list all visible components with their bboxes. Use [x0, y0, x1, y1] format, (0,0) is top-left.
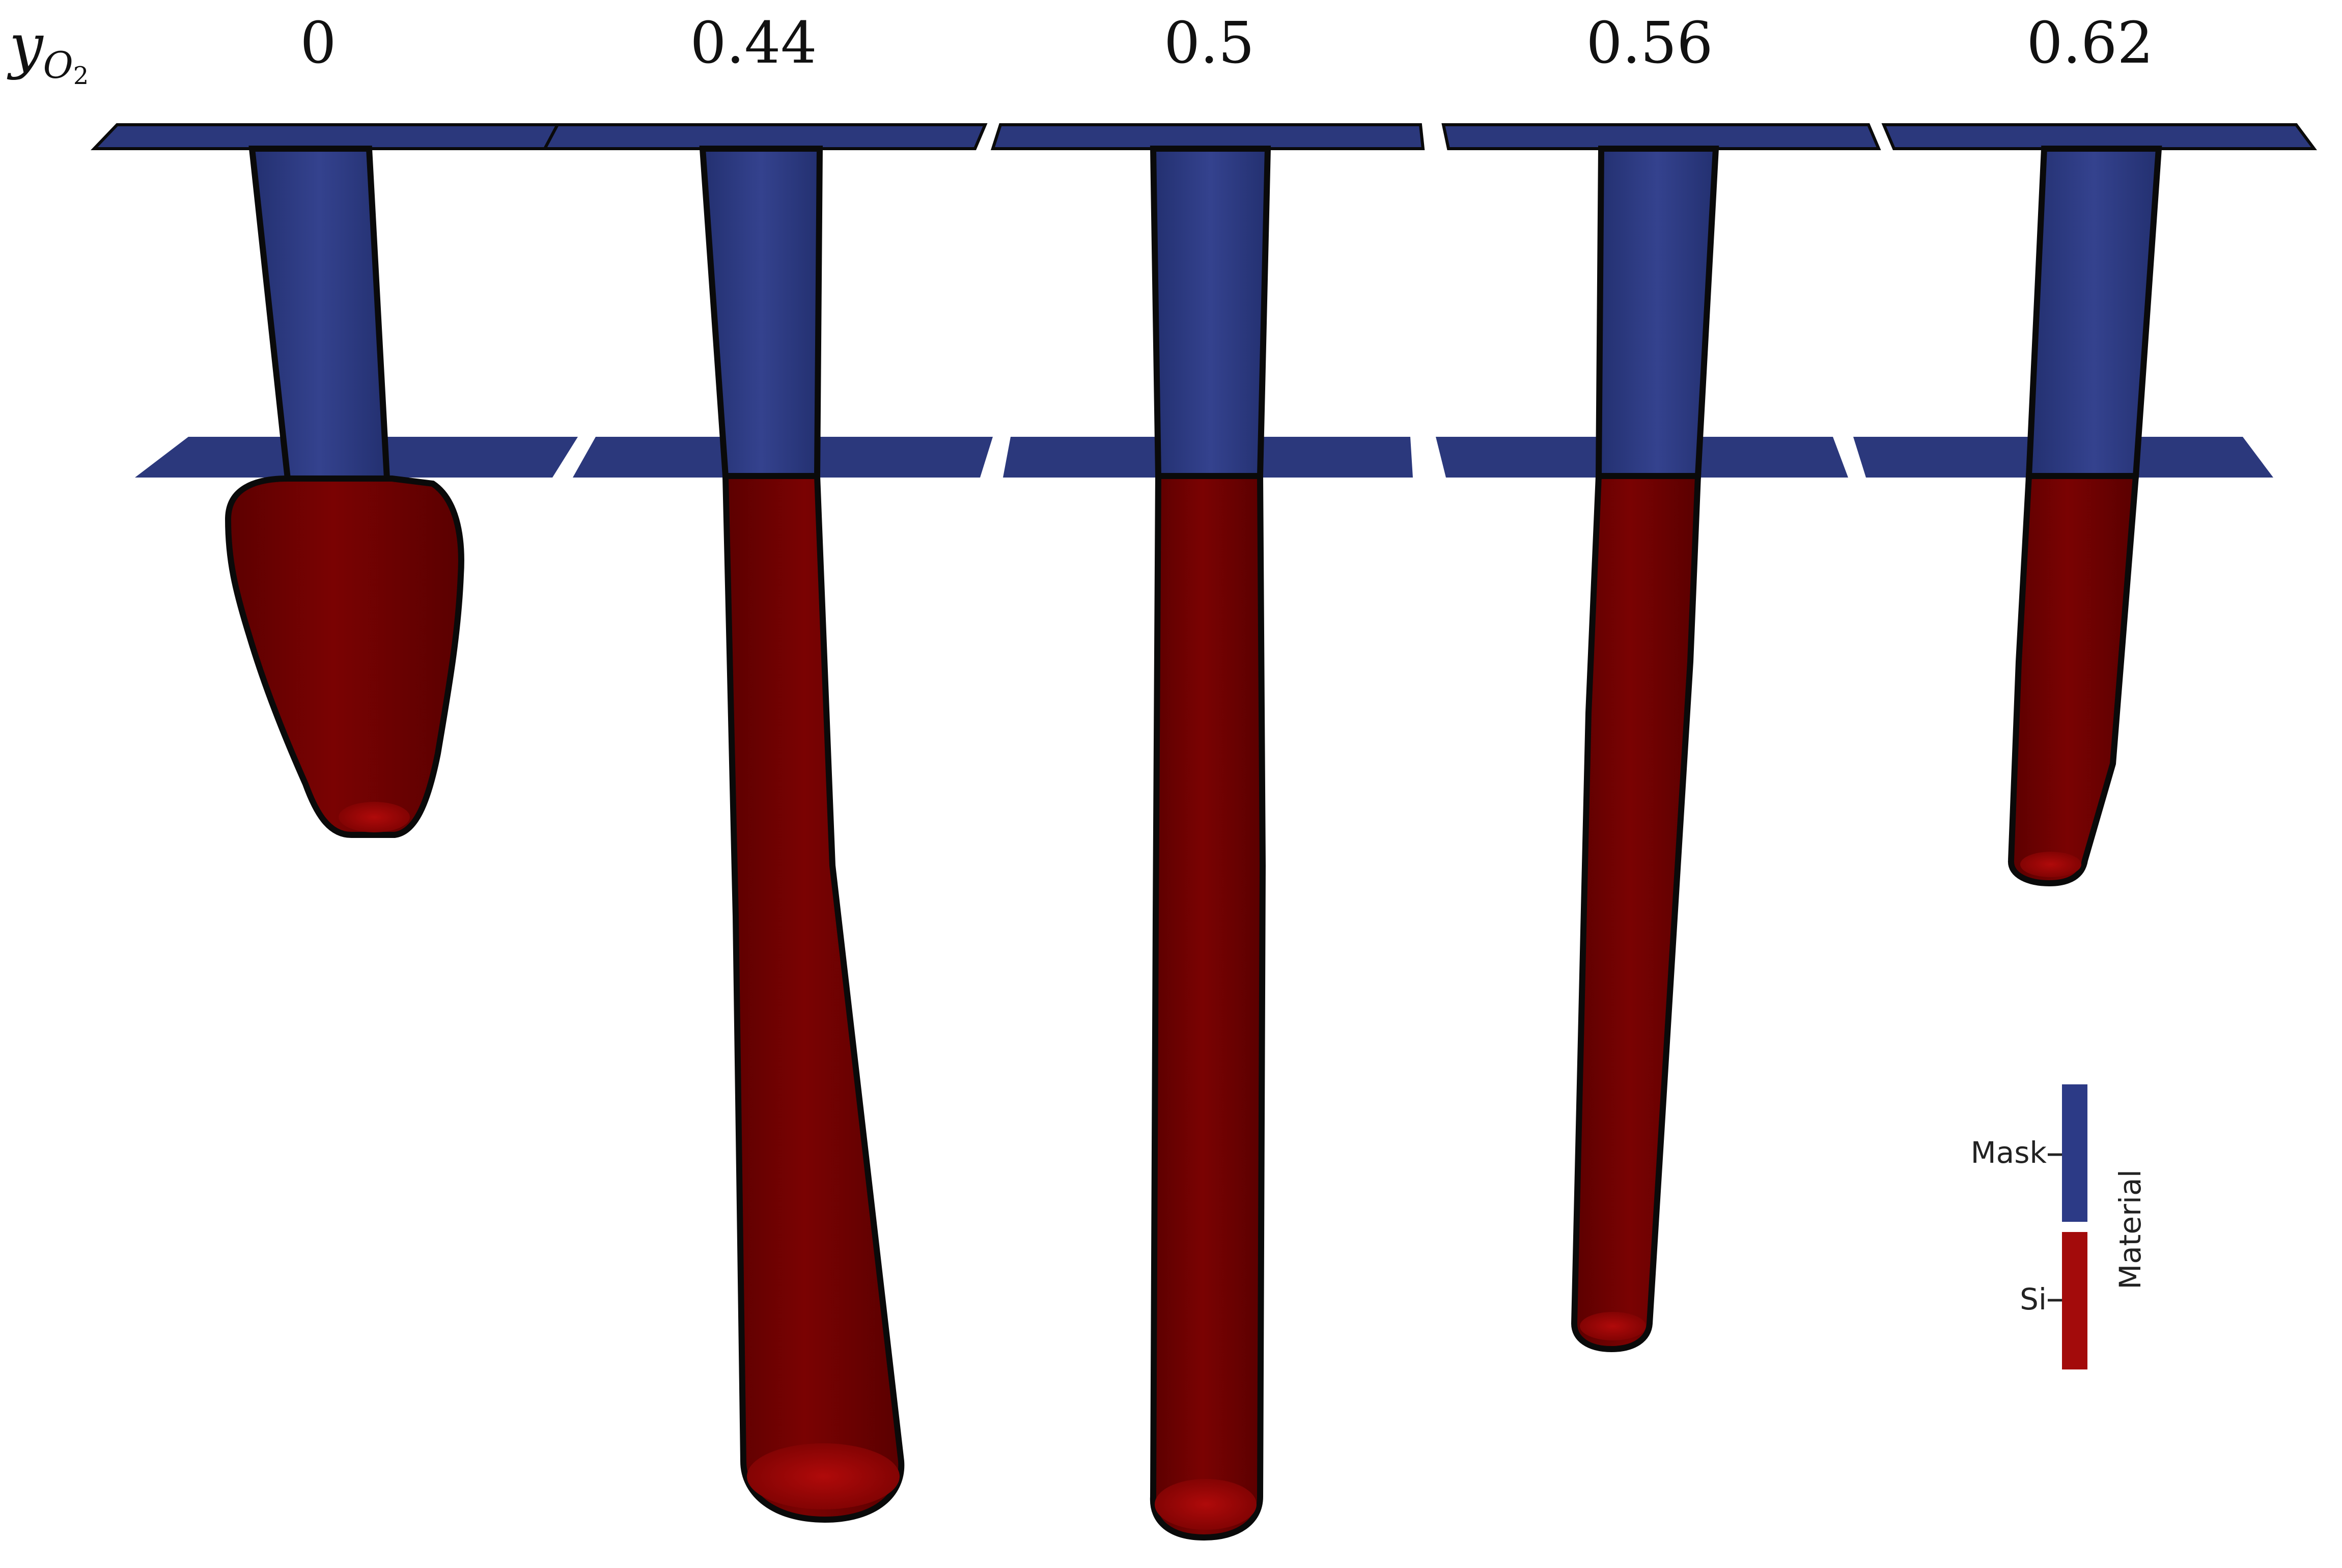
mask-top-plate [1441, 123, 1881, 150]
legend-colorbar [2048, 1084, 2087, 1369]
legend-swatch-mask [2062, 1084, 2087, 1222]
parameter-symbol: y [9, 11, 43, 81]
mask-channel [248, 146, 391, 482]
si-cavity-bottom [339, 802, 410, 832]
profile-column-1 [542, 123, 993, 1523]
legend-swatch-si [2062, 1232, 2087, 1369]
si-cavity-bottom [1580, 1312, 1646, 1340]
column-label-0: 0 [300, 10, 337, 76]
mask-channel [2025, 146, 2162, 479]
mask-top-plate [542, 123, 988, 150]
si-cavity [1150, 473, 1266, 1541]
si-cavity [225, 475, 464, 838]
legend-label-mask: Mask [1970, 1135, 2047, 1170]
si-cavity [2008, 473, 2139, 887]
column-label-2: 0.5 [1163, 10, 1255, 76]
mask-top-plate [1881, 123, 2317, 150]
legend-title: Material [2113, 1169, 2148, 1290]
mask-top-plate [90, 123, 563, 150]
si-cavity-bottom [2020, 852, 2081, 877]
parameter-subscript: O [43, 44, 73, 87]
si-cavity [722, 473, 905, 1523]
mask-top-plate [990, 123, 1425, 150]
parameter-subsubscript: 2 [73, 62, 89, 90]
column-label-1: 0.44 [690, 10, 817, 76]
si-cavity-bottom [1155, 1479, 1257, 1530]
mask-channel [1150, 146, 1271, 479]
column-label-4: 0.62 [2026, 10, 2154, 76]
legend-label-si: Si [2020, 1282, 2047, 1317]
si-cavity [1571, 473, 1702, 1353]
profile-column-4 [1853, 123, 2317, 887]
si-cavity-bottom [747, 1443, 900, 1509]
profile-column-0 [90, 123, 578, 838]
mask-channel [1595, 146, 1719, 479]
column-label-3: 0.56 [1586, 10, 1713, 76]
profile-column-2 [990, 123, 1425, 1541]
profile-column-3 [1436, 123, 1881, 1353]
mask-channel [699, 146, 823, 479]
parameter-label: yO2 [9, 10, 142, 90]
